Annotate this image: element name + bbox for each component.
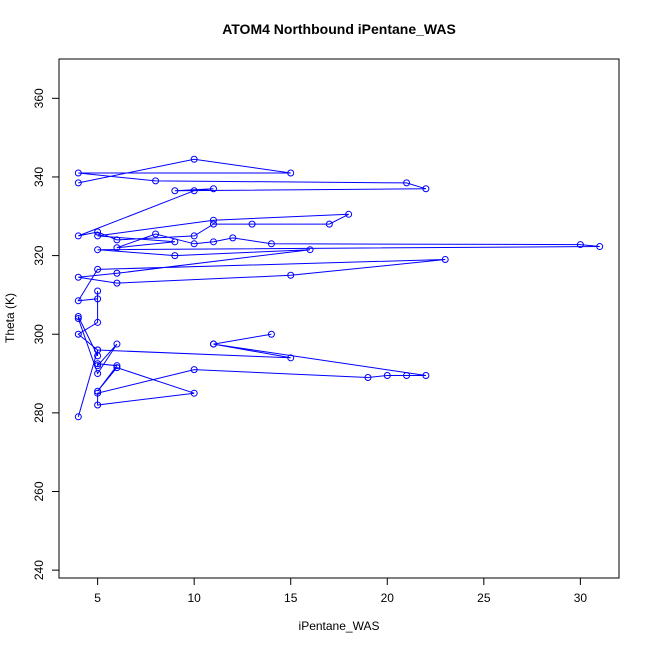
data-point (190, 187, 198, 195)
data-point (287, 271, 295, 279)
data-point (94, 228, 102, 236)
data-point (209, 216, 217, 224)
data-point (94, 318, 102, 326)
y-tick-label: 260 (32, 481, 46, 501)
data-point (94, 246, 102, 254)
data-point (74, 315, 82, 322)
data-point (94, 387, 102, 395)
data-point (94, 346, 102, 354)
data-point (113, 340, 121, 348)
y-axis-label: Theta (K) (3, 293, 17, 343)
data-point (74, 273, 82, 281)
data-point (248, 220, 256, 228)
y-tick-label: 320 (32, 245, 46, 265)
data-point (422, 185, 430, 193)
data-point (171, 238, 179, 246)
y-tick-label: 340 (32, 167, 46, 187)
x-tick-label: 30 (574, 591, 588, 605)
data-point (74, 169, 82, 177)
x-axis: 5 10 15 20 25 30 (94, 577, 588, 605)
data-point (94, 389, 102, 397)
data-point (171, 187, 179, 195)
data-point (209, 220, 217, 228)
data-point (74, 297, 82, 305)
data-point (364, 373, 372, 381)
data-point (94, 295, 102, 303)
data-point (267, 240, 275, 248)
data-point (74, 413, 82, 421)
data-point (74, 330, 82, 338)
data-point (190, 389, 198, 397)
y-axis: 240 260 280 300 320 340 360 (32, 88, 60, 580)
data-point (113, 362, 121, 370)
data-point (74, 232, 82, 240)
data-point (94, 370, 102, 378)
chart-title: ATOM4 Northbound iPentane_WAS (222, 21, 456, 37)
data-point (383, 372, 391, 380)
data-point (94, 265, 102, 273)
data-point (576, 241, 584, 249)
y-tick-label: 360 (32, 88, 46, 108)
data-point (209, 185, 217, 193)
y-tick-label: 280 (32, 403, 46, 423)
data-point (152, 230, 160, 238)
data-point (441, 256, 449, 264)
data-point (190, 366, 198, 374)
data-point (171, 252, 179, 260)
data-point (94, 360, 102, 368)
x-axis-label: iPentane_WAS (299, 619, 380, 633)
data-point (74, 179, 82, 187)
data-point (209, 238, 217, 246)
data-point (190, 232, 198, 240)
data-point (113, 279, 121, 287)
data-point (345, 210, 353, 218)
x-tick-label: 5 (94, 591, 101, 605)
y-tick-label: 300 (32, 324, 46, 344)
data-point (287, 354, 295, 362)
data-point (113, 236, 121, 244)
data-point (422, 372, 430, 380)
data-point (190, 240, 198, 248)
data-point (229, 234, 237, 242)
series-layer (74, 155, 604, 421)
data-point (94, 287, 102, 295)
data-point (306, 246, 314, 254)
data-point (209, 340, 217, 348)
x-tick-label: 25 (477, 591, 491, 605)
data-point (287, 169, 295, 177)
data-point (596, 243, 604, 251)
y-tick-label: 240 (32, 560, 46, 580)
x-tick-label: 10 (187, 591, 201, 605)
data-point (152, 177, 160, 185)
data-point (267, 330, 275, 338)
data-point (403, 372, 411, 380)
data-point (94, 362, 102, 370)
data-point (325, 220, 333, 228)
data-point (113, 269, 121, 277)
series-line (77, 158, 600, 417)
x-tick-label: 20 (381, 591, 395, 605)
data-point (74, 313, 82, 321)
data-point (190, 155, 198, 163)
data-point (113, 364, 121, 372)
data-point (94, 401, 102, 409)
x-tick-label: 15 (284, 591, 298, 605)
data-point (113, 244, 121, 252)
data-point (403, 179, 411, 187)
data-point (94, 232, 102, 240)
plot-frame (58, 58, 620, 579)
